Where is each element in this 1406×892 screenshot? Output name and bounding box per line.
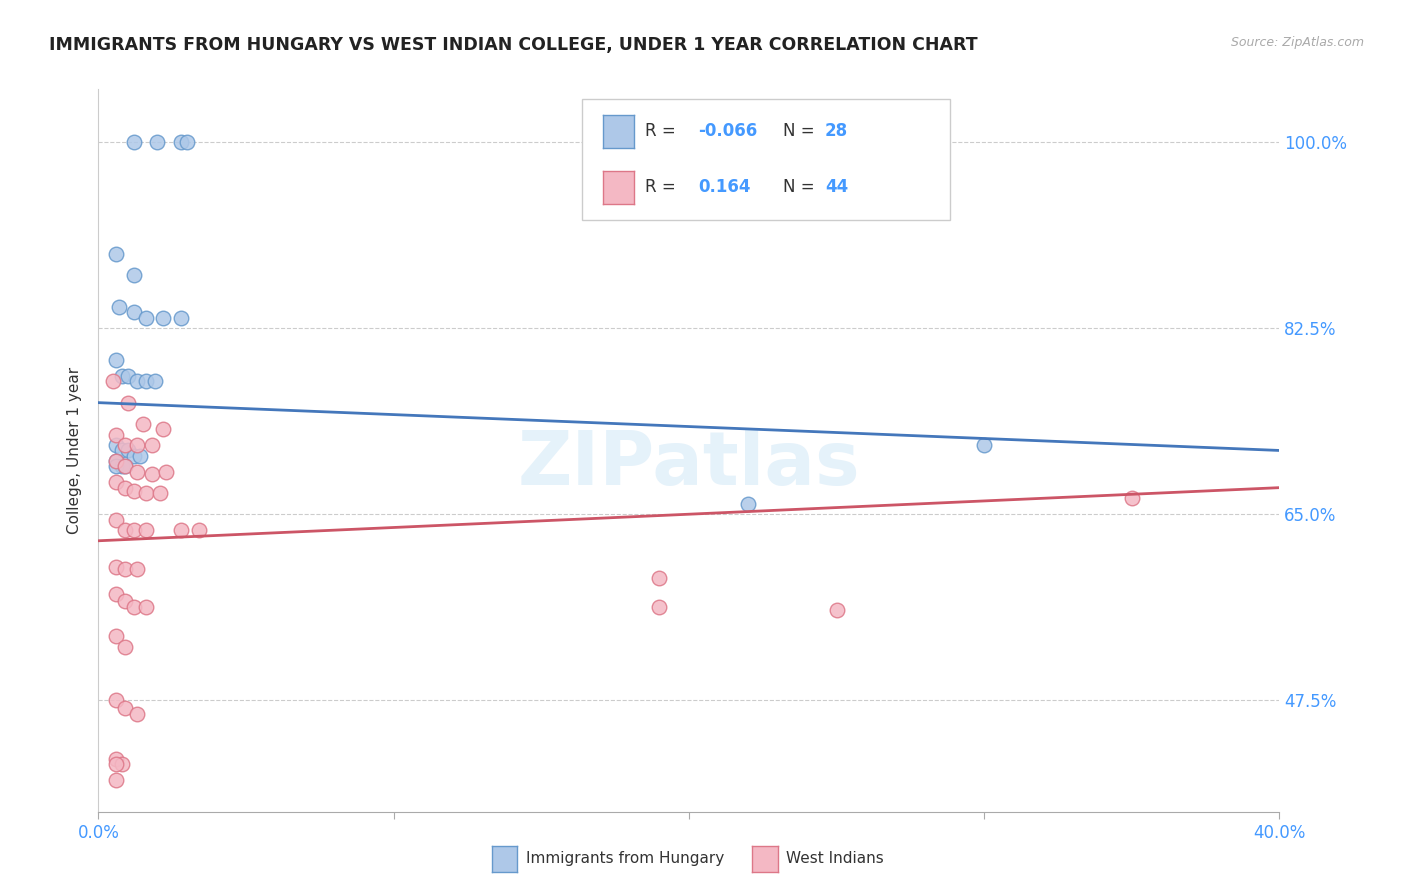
Point (105, 772, 128, 787)
Point (170, 310, 193, 325)
Point (117, 443, 139, 458)
Text: 0.164: 0.164 (699, 178, 751, 196)
Point (152, 422, 174, 436)
Point (114, 523, 136, 537)
Text: 28: 28 (825, 122, 848, 141)
Point (125, 562, 148, 576)
Point (105, 512, 128, 526)
Point (152, 310, 174, 325)
Point (170, 136, 193, 150)
Point (122, 599, 145, 614)
Point (114, 459, 136, 474)
Point (155, 465, 177, 479)
Point (135, 486, 157, 500)
Point (117, 395, 139, 409)
Point (111, 443, 134, 458)
Point (149, 486, 172, 500)
Point (146, 136, 169, 150)
Text: ZIPatlas: ZIPatlas (517, 428, 860, 501)
Point (114, 438, 136, 452)
Point (122, 268, 145, 282)
Point (105, 560, 128, 574)
Point (143, 375, 166, 389)
Point (105, 353, 128, 368)
Point (122, 483, 145, 498)
Point (117, 369, 139, 384)
Point (105, 751, 128, 765)
Text: Immigrants from Hungary: Immigrants from Hungary (526, 852, 724, 866)
Text: -0.066: -0.066 (699, 122, 758, 141)
Point (648, 599, 671, 614)
Point (105, 454, 128, 468)
Point (135, 599, 157, 614)
Text: West Indians: West Indians (786, 852, 884, 866)
Point (105, 693, 128, 707)
Text: Source: ZipAtlas.com: Source: ZipAtlas.com (1230, 36, 1364, 49)
Point (648, 571, 671, 585)
Text: R =: R = (645, 178, 681, 196)
Point (125, 706, 148, 721)
Text: IMMIGRANTS FROM HUNGARY VS WEST INDIAN COLLEGE, UNDER 1 YEAR CORRELATION CHART: IMMIGRANTS FROM HUNGARY VS WEST INDIAN C… (49, 36, 977, 54)
Point (105, 459, 128, 474)
Point (125, 375, 148, 389)
Text: R =: R = (645, 122, 681, 141)
Point (103, 375, 125, 389)
Point (105, 427, 128, 442)
Point (141, 467, 163, 481)
Text: N =: N = (783, 178, 820, 196)
Y-axis label: College, Under 1 year: College, Under 1 year (67, 367, 83, 534)
Point (122, 136, 145, 150)
Point (1121, 491, 1143, 506)
Point (973, 438, 995, 452)
Text: 44: 44 (825, 178, 848, 196)
Point (122, 449, 145, 463)
Point (128, 449, 150, 463)
Point (125, 438, 148, 452)
Point (132, 417, 155, 431)
Text: N =: N = (783, 122, 820, 141)
Point (122, 305, 145, 319)
Point (105, 756, 128, 771)
Point (125, 465, 148, 479)
Point (114, 594, 136, 608)
Point (170, 523, 193, 537)
Point (114, 640, 136, 654)
Point (135, 523, 157, 537)
Point (135, 310, 157, 325)
Point (114, 481, 136, 495)
Point (105, 247, 128, 261)
Point (114, 700, 136, 714)
Point (141, 438, 163, 452)
Point (135, 375, 157, 389)
Point (105, 587, 128, 601)
Point (105, 629, 128, 643)
Point (187, 523, 209, 537)
Point (111, 459, 134, 474)
Point (114, 459, 136, 474)
Point (114, 562, 136, 576)
Point (111, 756, 134, 771)
Point (111, 369, 134, 384)
Point (122, 523, 145, 537)
Point (105, 454, 128, 468)
Point (825, 603, 848, 617)
Point (737, 497, 759, 511)
Point (176, 136, 198, 150)
Point (105, 475, 128, 490)
Point (108, 300, 131, 314)
Point (105, 438, 128, 452)
